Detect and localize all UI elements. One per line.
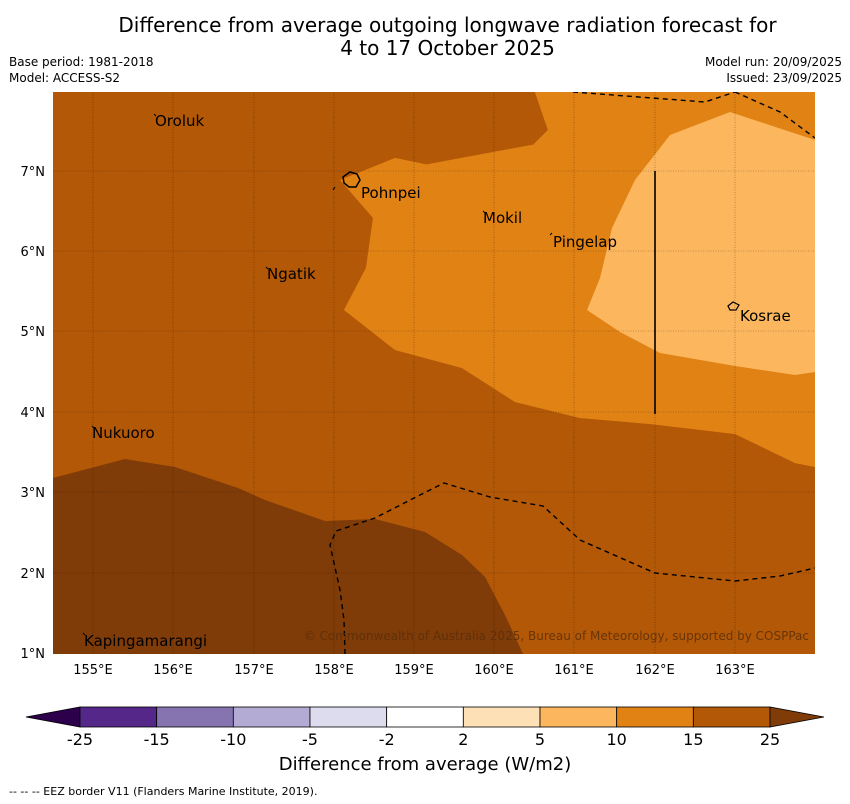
- copyright-note: © Commonwealth of Australia 2025, Bureau…: [304, 629, 809, 643]
- place-pohnpei: Pohnpei: [361, 184, 421, 202]
- base-period: Base period: 1981-2018: [9, 55, 154, 69]
- colorbar-tick-label: 2: [458, 730, 468, 749]
- lon-tick-labels: 155°E 156°E 157°E 158°E 159°E 160°E 161°…: [73, 663, 755, 678]
- eez-footnote: -- -- -- EEZ border V11 (Flanders Marine…: [9, 785, 318, 798]
- colorbar-swatch: [692, 706, 771, 728]
- lat-tick: 2°N: [21, 567, 46, 582]
- colorbar-tick-label: -15: [144, 730, 170, 749]
- meta-left: Base period: 1981-2018 Model: ACCESS-S2: [9, 54, 154, 86]
- colorbar-swatch: [616, 706, 694, 728]
- lat-tick: 4°N: [21, 406, 46, 421]
- lat-tick: 5°N: [21, 325, 46, 340]
- colorbar-tick-label: 10: [606, 730, 626, 749]
- colorbar-tick-label: -10: [220, 730, 246, 749]
- place-kapingamarangi: Kapingamarangi: [84, 632, 207, 650]
- colorbar-swatch: [156, 706, 234, 728]
- meta-right: Model run: 20/09/2025 Issued: 23/09/2025: [705, 54, 842, 86]
- lon-tick: 163°E: [715, 663, 755, 678]
- colorbar-tick-label: -5: [302, 730, 318, 749]
- colorbar-swatch: [79, 706, 158, 728]
- colorbar-under-extend: [25, 706, 81, 728]
- pohnpei-island-icon: [342, 171, 361, 188]
- model-name: Model: ACCESS-S2: [9, 71, 121, 85]
- band-5-10: [587, 112, 815, 375]
- colorbar: -25 -15 -10 -5 -2 2 5 10 15 25: [25, 706, 825, 749]
- atoll-marks: [82, 113, 553, 636]
- band-10-15-main: [343, 92, 815, 467]
- place-oroluk: Oroluk: [155, 112, 204, 130]
- eez-border-top: [572, 92, 736, 103]
- colorbar-swatch: [386, 706, 464, 728]
- lon-tick: 161°E: [554, 663, 594, 678]
- place-nukuoro: Nukuoro: [92, 424, 155, 442]
- colorbar-swatch: [232, 706, 311, 728]
- lat-tick: 1°N: [21, 647, 46, 662]
- gridlines: [53, 92, 815, 654]
- colorbar-tick-label: -25: [67, 730, 93, 749]
- place-ngatik: Ngatik: [267, 265, 316, 283]
- chart-title: Difference from average outgoing longwav…: [0, 14, 850, 60]
- eez-borders: [329, 92, 815, 654]
- colorbar-swatch: [539, 706, 618, 728]
- lat-tick-labels: 1°N 2°N 3°N 4°N 5°N 6°N 7°N: [21, 165, 46, 662]
- kosrae-island-icon: [727, 301, 740, 311]
- lon-tick: 157°E: [234, 663, 274, 678]
- colorbar-tick-label: 15: [683, 730, 703, 749]
- place-kosrae: Kosrae: [740, 307, 791, 325]
- band-25-plus: [53, 459, 523, 654]
- colorbar-tick-label: -2: [379, 730, 395, 749]
- lon-tick: 160°E: [474, 663, 514, 678]
- lon-tick: 156°E: [153, 663, 193, 678]
- lat-tick: 3°N: [21, 486, 46, 501]
- lat-tick: 7°N: [21, 165, 46, 180]
- lat-tick: 6°N: [21, 245, 46, 260]
- lon-tick: 162°E: [635, 663, 675, 678]
- colorbar-over-extend: [769, 706, 825, 728]
- band-top: [343, 92, 815, 180]
- map-area: © Commonwealth of Australia 2025, Bureau…: [53, 92, 815, 654]
- title-line-1: Difference from average outgoing longwav…: [118, 13, 777, 37]
- colorbar-tick-label: 5: [535, 730, 545, 749]
- colorbar-swatch: [309, 706, 388, 728]
- colorbar-tick-label: 25: [760, 730, 780, 749]
- place-labels: Oroluk Pohnpei Mokil Pingelap Ngatik Kos…: [84, 112, 791, 650]
- model-run: Model run: 20/09/2025: [704, 55, 842, 69]
- lon-tick: 158°E: [314, 663, 354, 678]
- title-line-2: 4 to 17 October 2025: [340, 36, 555, 60]
- place-mokil: Mokil: [483, 209, 522, 227]
- colorbar-label: Difference from average (W/m2): [278, 754, 572, 775]
- colorbar-swatch: [462, 706, 541, 728]
- lon-tick: 159°E: [394, 663, 434, 678]
- eez-border-topright: [734, 92, 815, 139]
- issued-date: Issued: 23/09/2025: [726, 71, 842, 85]
- place-pingelap: Pingelap: [553, 233, 617, 251]
- eez-border-south: [329, 482, 815, 654]
- lon-tick: 155°E: [73, 663, 113, 678]
